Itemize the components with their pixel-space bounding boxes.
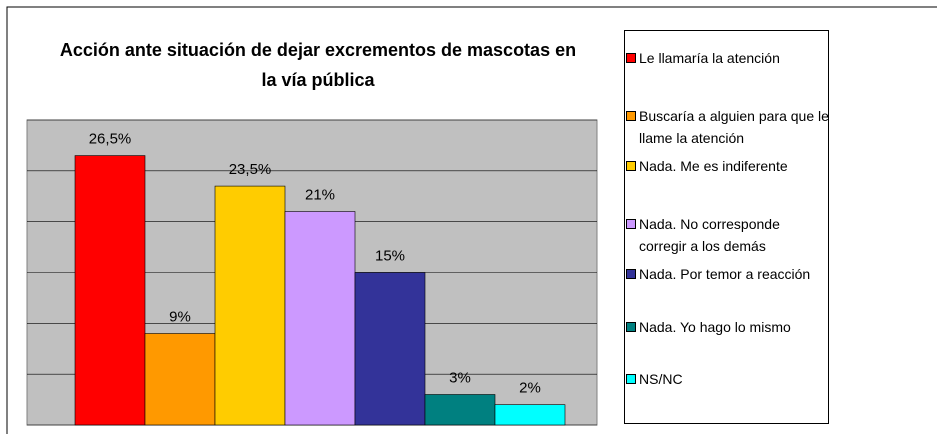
- legend-swatch: [626, 161, 636, 171]
- legend-entry: Nada. No corresponde corregir a los demá…: [626, 213, 829, 257]
- legend-label: Nada. No corresponde corregir a los demá…: [639, 216, 780, 254]
- legend-label: Buscaría a alguien para que le llame la …: [639, 108, 829, 146]
- legend-swatch: [626, 269, 636, 279]
- legend-swatch: [626, 111, 636, 121]
- legend-entry: Le llamaría la atención: [626, 47, 829, 69]
- legend-label: NS/NC: [639, 371, 683, 387]
- legend-entry: Nada. Me es indiferente: [626, 155, 829, 177]
- legend-label: Nada. Por temor a reacción: [639, 266, 811, 282]
- bar: [144, 333, 216, 426]
- legend-label: Nada. Yo hago lo mismo: [639, 319, 791, 335]
- bar: [214, 185, 286, 426]
- bar: [284, 211, 356, 426]
- bar: [354, 272, 426, 426]
- data-label: 15%: [375, 247, 405, 264]
- legend-entry: NS/NC: [626, 368, 829, 390]
- legend-label: Nada. Me es indiferente: [639, 158, 788, 174]
- legend-swatch: [626, 322, 636, 332]
- bar: [74, 155, 146, 426]
- data-label: 23,5%: [229, 161, 272, 178]
- legend-entry: Nada. Por temor a reacción: [626, 263, 829, 285]
- bar: [494, 404, 566, 426]
- legend-entry: Buscaría a alguien para que le llame la …: [626, 105, 829, 149]
- chart-title: Acción ante situación de dejar excrement…: [59, 40, 577, 90]
- legend-entry: Nada. Yo hago lo mismo: [626, 316, 829, 338]
- legend: Le llamaría la atención Buscaría a alguie…: [624, 30, 829, 424]
- legend-swatch: [626, 374, 636, 384]
- data-label: 21%: [305, 186, 335, 203]
- bar: [424, 394, 496, 426]
- legend-swatch: [626, 219, 636, 229]
- data-label: 2%: [519, 380, 541, 397]
- chart-frame: [6, 6, 937, 434]
- data-label: 9%: [169, 308, 191, 325]
- legend-label: Le llamaría la atención: [639, 50, 780, 66]
- legend-swatch: [626, 53, 636, 63]
- data-label: 26,5%: [89, 131, 132, 148]
- data-label: 3%: [449, 369, 471, 386]
